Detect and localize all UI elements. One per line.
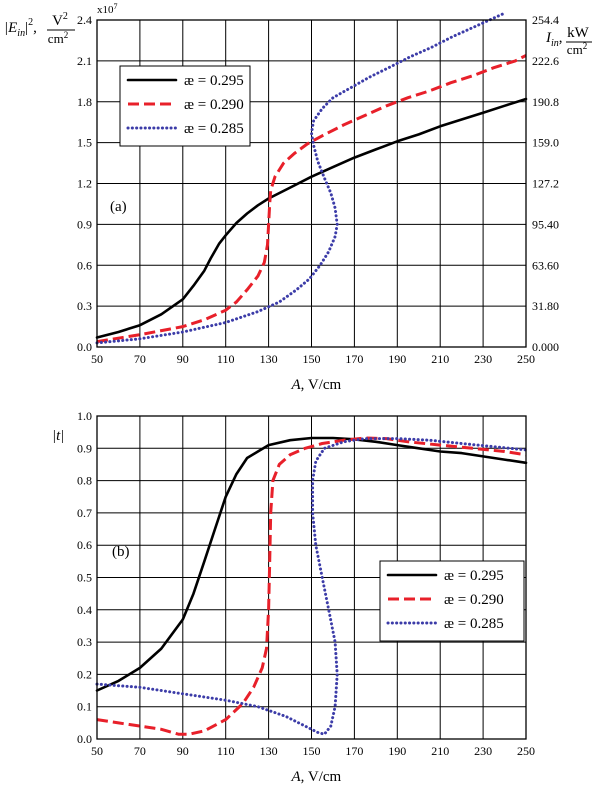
y2-tick-label: 0.000 [532,340,559,354]
y-label-intensity: Iin, [545,30,563,49]
x-tick-label: 110 [217,352,235,366]
y-tick-label: 0.2 [77,667,92,681]
x-axis-label: A, V/cm [291,377,342,393]
y2-tick-label: 254.4 [532,13,559,27]
x-tick-label: 170 [345,744,363,758]
plot-frame [96,19,527,348]
y-tick-label: 1.8 [77,95,92,109]
x-tick-label: 190 [388,744,406,758]
x-tick-label: 70 [134,352,146,366]
y2-tick-label: 190.8 [532,95,559,109]
series-line-dashed [96,436,527,736]
y-tick-label: 2.4 [77,13,92,27]
series-line-dashed [96,54,527,344]
y-tick-label: 1.5 [77,136,92,150]
y-tick-label: 1.2 [77,177,92,191]
y2-tick-label: 63.60 [532,258,559,272]
panel-b: 50 70 90 110 130 150 170 190 210 230 250 0.0 0.1 0.2 0… [52,409,535,785]
x-tick-label: 210 [431,352,449,366]
x-tick-label: 210 [431,744,449,758]
legend-entry: æ = 0.295 [444,568,504,584]
x-tick-label: 130 [260,352,278,366]
y2-tick-label: 159.0 [532,136,559,150]
y-label-right-numerator: kW [567,25,590,41]
y-tick-label: 0.3 [77,635,92,649]
y-tick-label: 0.9 [77,217,92,231]
y-label-numerator: V2 [52,11,68,29]
x-tick-label: 190 [388,352,406,366]
panel-label: (b) [112,544,130,560]
y-tick-label: 0.6 [77,258,92,272]
y-tick-label: 2.1 [77,54,92,68]
y2-tick-label: 222.6 [532,54,559,68]
x-tick-label: 50 [91,744,103,758]
x-tick-label: 150 [303,744,321,758]
plot-frame [96,415,527,740]
y2-tick-label: 31.80 [532,299,559,313]
x-tick-label: 90 [177,352,189,366]
legend-entry: æ = 0.290 [444,592,504,608]
x-tick-label: 230 [474,352,492,366]
x-tick-label: 150 [303,352,321,366]
x-tick-label: 110 [217,744,235,758]
y-label-denominator: cm2 [48,30,68,46]
y-tick-label: 0.9 [77,441,92,455]
legend: æ = 0.295 æ = 0.290 æ = 0.285 [379,560,525,642]
legend-entry: æ = 0.295 [184,73,244,89]
legend-entry: æ = 0.285 [444,616,504,632]
x-tick-label: 250 [517,744,535,758]
x-tick-label: 130 [260,744,278,758]
series-line-dotted [95,11,506,345]
legend-entry: æ = 0.285 [184,121,244,137]
legend: æ = 0.295 æ = 0.290 æ = 0.285 [119,65,251,147]
panel-a: 50 70 90 110 130 150 170 190 210 230 250 0.0 0.3 0.6 0… [4,2,592,393]
y-label-right-denominator: cm2 [567,41,587,57]
y2-tick-label: 95.40 [532,217,559,231]
y2-tick-label: 127.2 [532,177,559,191]
y-tick-label: 0.0 [77,732,92,746]
y-tick-label: 0.5 [77,571,92,585]
y-tick-label: 0.8 [77,474,92,488]
y-tick-label: 0.6 [77,538,92,552]
x-tick-label: 230 [474,744,492,758]
y-multiplier: x107 [97,2,118,16]
x-tick-label: 170 [345,352,363,366]
panel-label: (a) [110,199,127,215]
y-tick-label: 0.0 [77,340,92,354]
series-line-solid [95,97,528,339]
series-line-solid [95,436,528,692]
x-axis-label: A, V/cm [291,769,342,785]
y-tick-label: 0.7 [77,506,92,520]
x-tick-label: 250 [517,352,535,366]
x-tick-label: 50 [91,352,103,366]
x-tick-label: 70 [134,744,146,758]
x-tick-label: 90 [177,744,189,758]
y-label-field: |Ein|2, [4,17,37,39]
y-tick-label: 0.4 [77,603,92,617]
y-tick-label: 1.0 [77,409,92,423]
series-line-dotted [95,437,528,736]
legend-entry: æ = 0.290 [184,97,244,113]
y-axis-label: |t| [52,428,64,444]
y-tick-label: 0.3 [77,299,92,313]
y-tick-label: 0.1 [77,700,92,714]
